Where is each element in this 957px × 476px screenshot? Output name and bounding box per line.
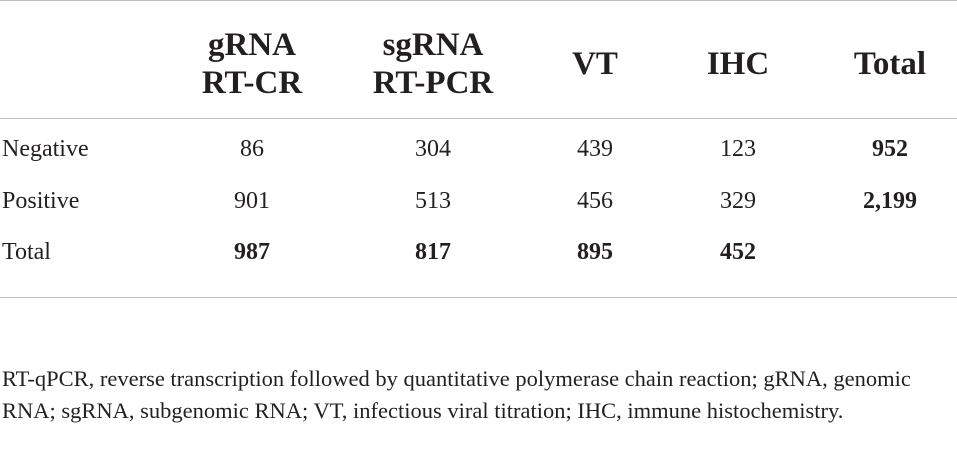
cell-positive-grna: 901 bbox=[234, 188, 270, 214]
cell-total-sgrna: 817 bbox=[415, 239, 451, 265]
cell-negative-total: 952 bbox=[872, 136, 908, 162]
table-bottom-rule bbox=[0, 297, 957, 298]
column-header-sgrna-line1: sgRNA bbox=[382, 27, 484, 63]
row-label-positive: Positive bbox=[2, 188, 80, 214]
cell-total-ihc: 452 bbox=[720, 239, 756, 265]
cell-negative-ihc: 123 bbox=[720, 136, 756, 162]
cell-positive-sgrna: 513 bbox=[415, 188, 451, 214]
table-footnote: RT-qPCR, reverse transcription followed … bbox=[2, 366, 911, 423]
cell-positive-vt: 456 bbox=[577, 188, 613, 214]
table-top-rule bbox=[0, 0, 957, 1]
column-header-grna-line2: RT-CR bbox=[201, 65, 303, 101]
column-header-total-label: Total bbox=[853, 46, 927, 82]
cell-positive-ihc: 329 bbox=[720, 188, 756, 214]
cell-negative-vt: 439 bbox=[577, 136, 613, 162]
cell-positive-total: 2,199 bbox=[863, 188, 917, 214]
row-label-negative: Negative bbox=[2, 136, 89, 162]
row-label-total: Total bbox=[2, 239, 51, 265]
column-header-vt-label: VT bbox=[572, 46, 618, 82]
column-header-ihc-label: IHC bbox=[706, 46, 770, 82]
column-header-sgrna-line2: RT-PCR bbox=[372, 65, 494, 101]
cell-total-grna: 987 bbox=[234, 239, 270, 265]
column-header-ihc: IHC bbox=[688, 26, 788, 102]
cell-total-vt: 895 bbox=[577, 239, 613, 265]
cell-negative-sgrna: 304 bbox=[415, 136, 451, 162]
column-header-grna-line1: gRNA bbox=[208, 27, 296, 63]
column-header-sgrna: sgRNA RT-PCR bbox=[360, 26, 506, 102]
cell-negative-grna: 86 bbox=[240, 136, 264, 162]
column-header-grna: gRNA RT-CR bbox=[190, 26, 314, 102]
column-header-vt: VT bbox=[550, 26, 640, 102]
column-header-total: Total bbox=[830, 26, 950, 102]
table-header-rule bbox=[0, 118, 957, 119]
